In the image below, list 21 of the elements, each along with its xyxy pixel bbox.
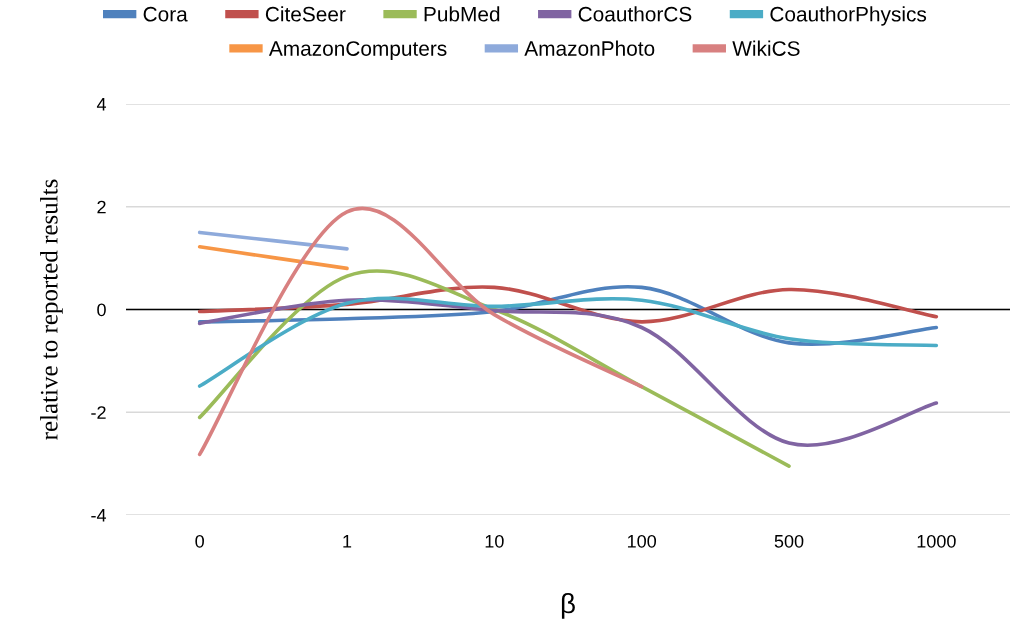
- y-tick-label: 2: [97, 200, 106, 214]
- legend-label: CiteSeer: [265, 6, 346, 22]
- legend-label: CoauthorCS: [578, 6, 692, 22]
- x-tick-label: 10: [485, 534, 504, 548]
- y-axis-title: relative to reported results: [40, 179, 63, 440]
- legend-label: WikiCS: [732, 40, 800, 56]
- legend-label: AmazonComputers: [268, 41, 447, 61]
- x-tick-label: 0: [195, 534, 204, 548]
- y-tick-label: -2: [91, 406, 106, 419]
- legend-label: Cora: [143, 6, 188, 22]
- y-tick-label: -4: [91, 509, 107, 522]
- x-tick-label: 500: [774, 534, 804, 548]
- legend-label: PubMed: [424, 6, 500, 22]
- x-axis-title: β: [561, 592, 575, 619]
- y-tick-label: 4: [96, 98, 107, 111]
- x-tick-label: 1000: [917, 534, 956, 548]
- legend-label: CoauthorPhysics: [770, 6, 927, 26]
- x-tick-label: 1: [343, 535, 352, 548]
- legend-label: AmazonPhoto: [524, 40, 655, 56]
- y-tick-label: 0: [97, 303, 106, 317]
- x-tick-label: 100: [627, 534, 657, 548]
